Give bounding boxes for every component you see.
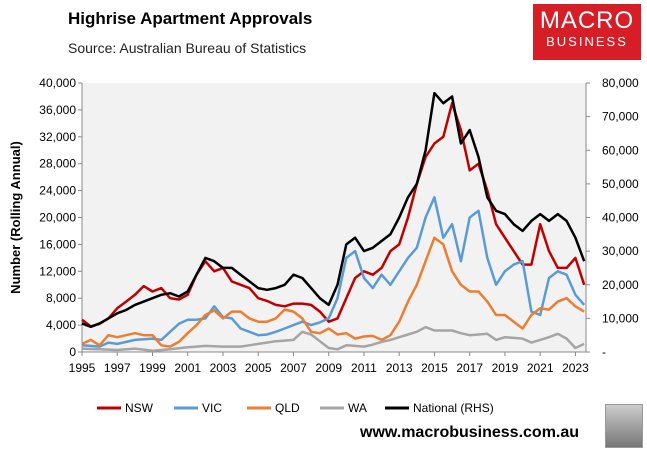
- y2-tick-label: 70,000: [602, 110, 639, 124]
- y-tick-label: 4,000: [46, 318, 76, 332]
- y-axis-label: Number (Rolling Annual): [8, 141, 23, 294]
- y-tick-label: 8,000: [46, 291, 76, 305]
- series-line-wa: [81, 325, 585, 352]
- y-tick-label: 28,000: [39, 157, 76, 171]
- y-tick-label: 24,000: [39, 184, 76, 198]
- plot-area: [82, 83, 586, 352]
- x-tick-label: 2019: [492, 361, 519, 375]
- y2-tick-label: 50,000: [602, 177, 639, 191]
- series-line-national-rhs: [81, 91, 586, 329]
- series-line-qld: [81, 236, 585, 348]
- x-tick-label: 2005: [245, 361, 272, 375]
- y-tick-label: 20,000: [39, 211, 76, 225]
- y2-tick-label: 20,000: [602, 278, 639, 292]
- y-tick-label: 12,000: [39, 264, 76, 278]
- y2-tick-label: 80,000: [602, 76, 639, 90]
- x-tick-label: 2017: [456, 361, 483, 375]
- logo-line1: MACRO: [539, 7, 635, 34]
- y-tick-label: 0: [69, 345, 76, 359]
- wolf-image: [605, 404, 643, 448]
- x-tick-label: 2003: [210, 361, 237, 375]
- legend-label: QLD: [275, 401, 300, 415]
- x-tick-label: 1999: [139, 361, 166, 375]
- x-tick-label: 2007: [280, 361, 307, 375]
- x-tick-label: 1995: [69, 361, 96, 375]
- logo-line2: BUSINESS: [546, 34, 628, 49]
- x-tick-label: 2001: [174, 361, 201, 375]
- legend-label: VIC: [202, 401, 222, 415]
- legend-label: National (RHS): [413, 401, 494, 415]
- y2-tick-label: 60,000: [602, 143, 639, 157]
- x-tick-label: 2023: [562, 361, 589, 375]
- y2-tick-label: -: [602, 345, 606, 359]
- y2-tick-label: 10,000: [602, 311, 639, 325]
- x-tick-label: 2009: [315, 361, 342, 375]
- y-tick-label: 32,000: [39, 130, 76, 144]
- x-tick-label: 2013: [386, 361, 413, 375]
- macrobusiness-logo: MACRO BUSINESS: [533, 4, 641, 60]
- y-tick-label: 16,000: [39, 237, 76, 251]
- legend-label: WA: [348, 401, 367, 415]
- y2-tick-label: 30,000: [602, 244, 639, 258]
- y2-tick-label: 40,000: [602, 211, 639, 225]
- y-tick-label: 36,000: [39, 103, 76, 117]
- y-tick-label: 40,000: [39, 76, 76, 90]
- series-line-vic: [81, 196, 586, 348]
- x-tick-label: 2015: [421, 361, 448, 375]
- x-tick-label: 1997: [104, 361, 131, 375]
- chart-source: Source: Australian Bureau of Statistics: [68, 40, 307, 56]
- chart-title: Highrise Apartment Approvals: [68, 9, 313, 28]
- footer-url: www.macrobusiness.com.au: [360, 424, 580, 441]
- legend-label: NSW: [125, 401, 154, 415]
- x-tick-label: 2011: [351, 361, 377, 375]
- x-tick-label: 2021: [527, 361, 554, 375]
